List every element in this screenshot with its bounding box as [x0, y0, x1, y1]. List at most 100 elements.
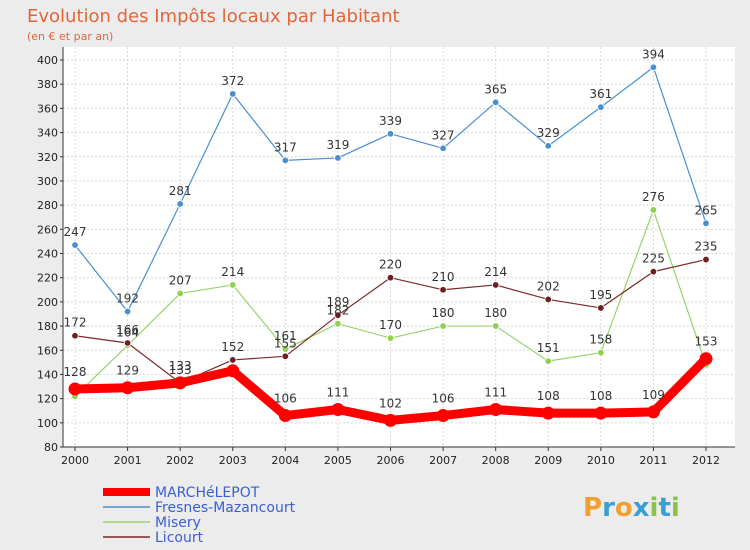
- data-point: [439, 144, 447, 152]
- data-point: [334, 319, 342, 328]
- chart-subtitle: (en € et par an): [27, 30, 113, 43]
- y-tick-label: 340: [37, 127, 58, 140]
- data-point: [541, 406, 555, 420]
- y-tick-label: 300: [37, 175, 58, 188]
- data-point: [226, 364, 240, 378]
- data-point: [544, 295, 552, 304]
- data-point: [702, 219, 710, 227]
- data-label: 180: [432, 306, 455, 320]
- data-label: 106: [274, 392, 297, 406]
- x-tick-label: 2007: [429, 454, 457, 467]
- data-label: 220: [379, 258, 402, 272]
- y-tick-label: 360: [37, 102, 58, 115]
- data-label: 317: [274, 140, 297, 154]
- data-label: 106: [432, 392, 455, 406]
- data-label: 109: [642, 388, 665, 402]
- data-label: 108: [537, 389, 560, 403]
- data-point: [71, 241, 79, 249]
- data-point: [331, 403, 345, 417]
- data-label: 207: [169, 273, 192, 287]
- data-label: 276: [642, 190, 665, 204]
- data-label: 102: [379, 396, 402, 410]
- x-tick-label: 2012: [692, 454, 720, 467]
- data-point: [489, 403, 503, 417]
- y-tick-label: 200: [37, 296, 58, 309]
- data-point: [544, 142, 552, 150]
- x-tick-label: 2003: [219, 454, 247, 467]
- chart-title: Evolution des Impôts locaux par Habitant: [27, 6, 400, 27]
- data-label: 210: [432, 270, 455, 284]
- x-tick-label: 2008: [482, 454, 510, 467]
- data-label: 151: [537, 341, 560, 355]
- data-point: [121, 381, 135, 395]
- data-label: 281: [169, 184, 192, 198]
- data-label: 361: [589, 87, 612, 101]
- x-tick-label: 2010: [587, 454, 615, 467]
- x-tick-label: 2011: [639, 454, 667, 467]
- data-label: 152: [221, 340, 244, 354]
- data-point: [649, 206, 658, 214]
- data-label: 180: [484, 306, 507, 320]
- data-point: [229, 356, 237, 364]
- x-tick-label: 2000: [61, 454, 89, 467]
- data-point: [281, 352, 290, 360]
- data-label: 195: [589, 288, 612, 302]
- data-point: [436, 409, 450, 423]
- y-tick-label: 260: [37, 223, 58, 236]
- logo-letter: i: [671, 493, 680, 523]
- data-point: [649, 267, 658, 276]
- legend-label: Misery: [155, 515, 201, 531]
- data-point: [71, 332, 79, 340]
- data-label: 129: [116, 364, 139, 378]
- y-tick-label: 320: [37, 151, 58, 164]
- y-tick-label: 120: [37, 393, 58, 406]
- data-label: 265: [695, 203, 718, 217]
- data-label: 327: [432, 128, 455, 142]
- data-point: [123, 339, 132, 347]
- data-label: 170: [379, 318, 402, 332]
- logo-letter: P: [583, 493, 602, 523]
- data-point: [176, 289, 184, 298]
- data-label: 166: [116, 323, 139, 337]
- data-point: [491, 281, 500, 289]
- data-point: [439, 322, 447, 330]
- data-point: [281, 156, 290, 165]
- y-tick-label: 80: [44, 441, 58, 454]
- data-label: 128: [64, 365, 87, 379]
- data-point: [491, 98, 500, 107]
- data-label: 158: [589, 333, 612, 347]
- data-label: 111: [326, 386, 349, 400]
- y-tick-label: 240: [37, 248, 58, 261]
- data-label: 247: [64, 225, 87, 239]
- data-point: [386, 130, 395, 138]
- data-point: [123, 307, 132, 316]
- y-tick-label: 280: [37, 199, 58, 212]
- x-tick-label: 2002: [166, 454, 194, 467]
- logo-letter: t: [658, 493, 670, 523]
- x-tick-label: 2005: [324, 454, 352, 467]
- data-point: [229, 90, 237, 98]
- data-point: [386, 273, 395, 282]
- data-point: [491, 322, 500, 330]
- data-point: [278, 409, 292, 423]
- data-label: 225: [642, 252, 665, 266]
- data-label: 202: [537, 279, 560, 293]
- logo-letter: o: [615, 493, 633, 523]
- y-tick-label: 140: [37, 368, 58, 381]
- data-label: 365: [484, 82, 507, 96]
- data-label: 214: [221, 265, 244, 279]
- data-point: [173, 376, 187, 390]
- data-label: 164: [116, 325, 139, 339]
- data-label: 182: [326, 304, 349, 318]
- data-point: [699, 352, 713, 366]
- data-point: [334, 154, 342, 162]
- legend-label: Licourt: [155, 530, 204, 546]
- data-label: 329: [537, 126, 560, 140]
- data-label: 192: [116, 292, 139, 306]
- data-point: [68, 382, 82, 396]
- x-tick-label: 2006: [377, 454, 405, 467]
- data-label: 111: [484, 386, 507, 400]
- data-label: 108: [589, 389, 612, 403]
- y-tick-label: 160: [37, 344, 58, 357]
